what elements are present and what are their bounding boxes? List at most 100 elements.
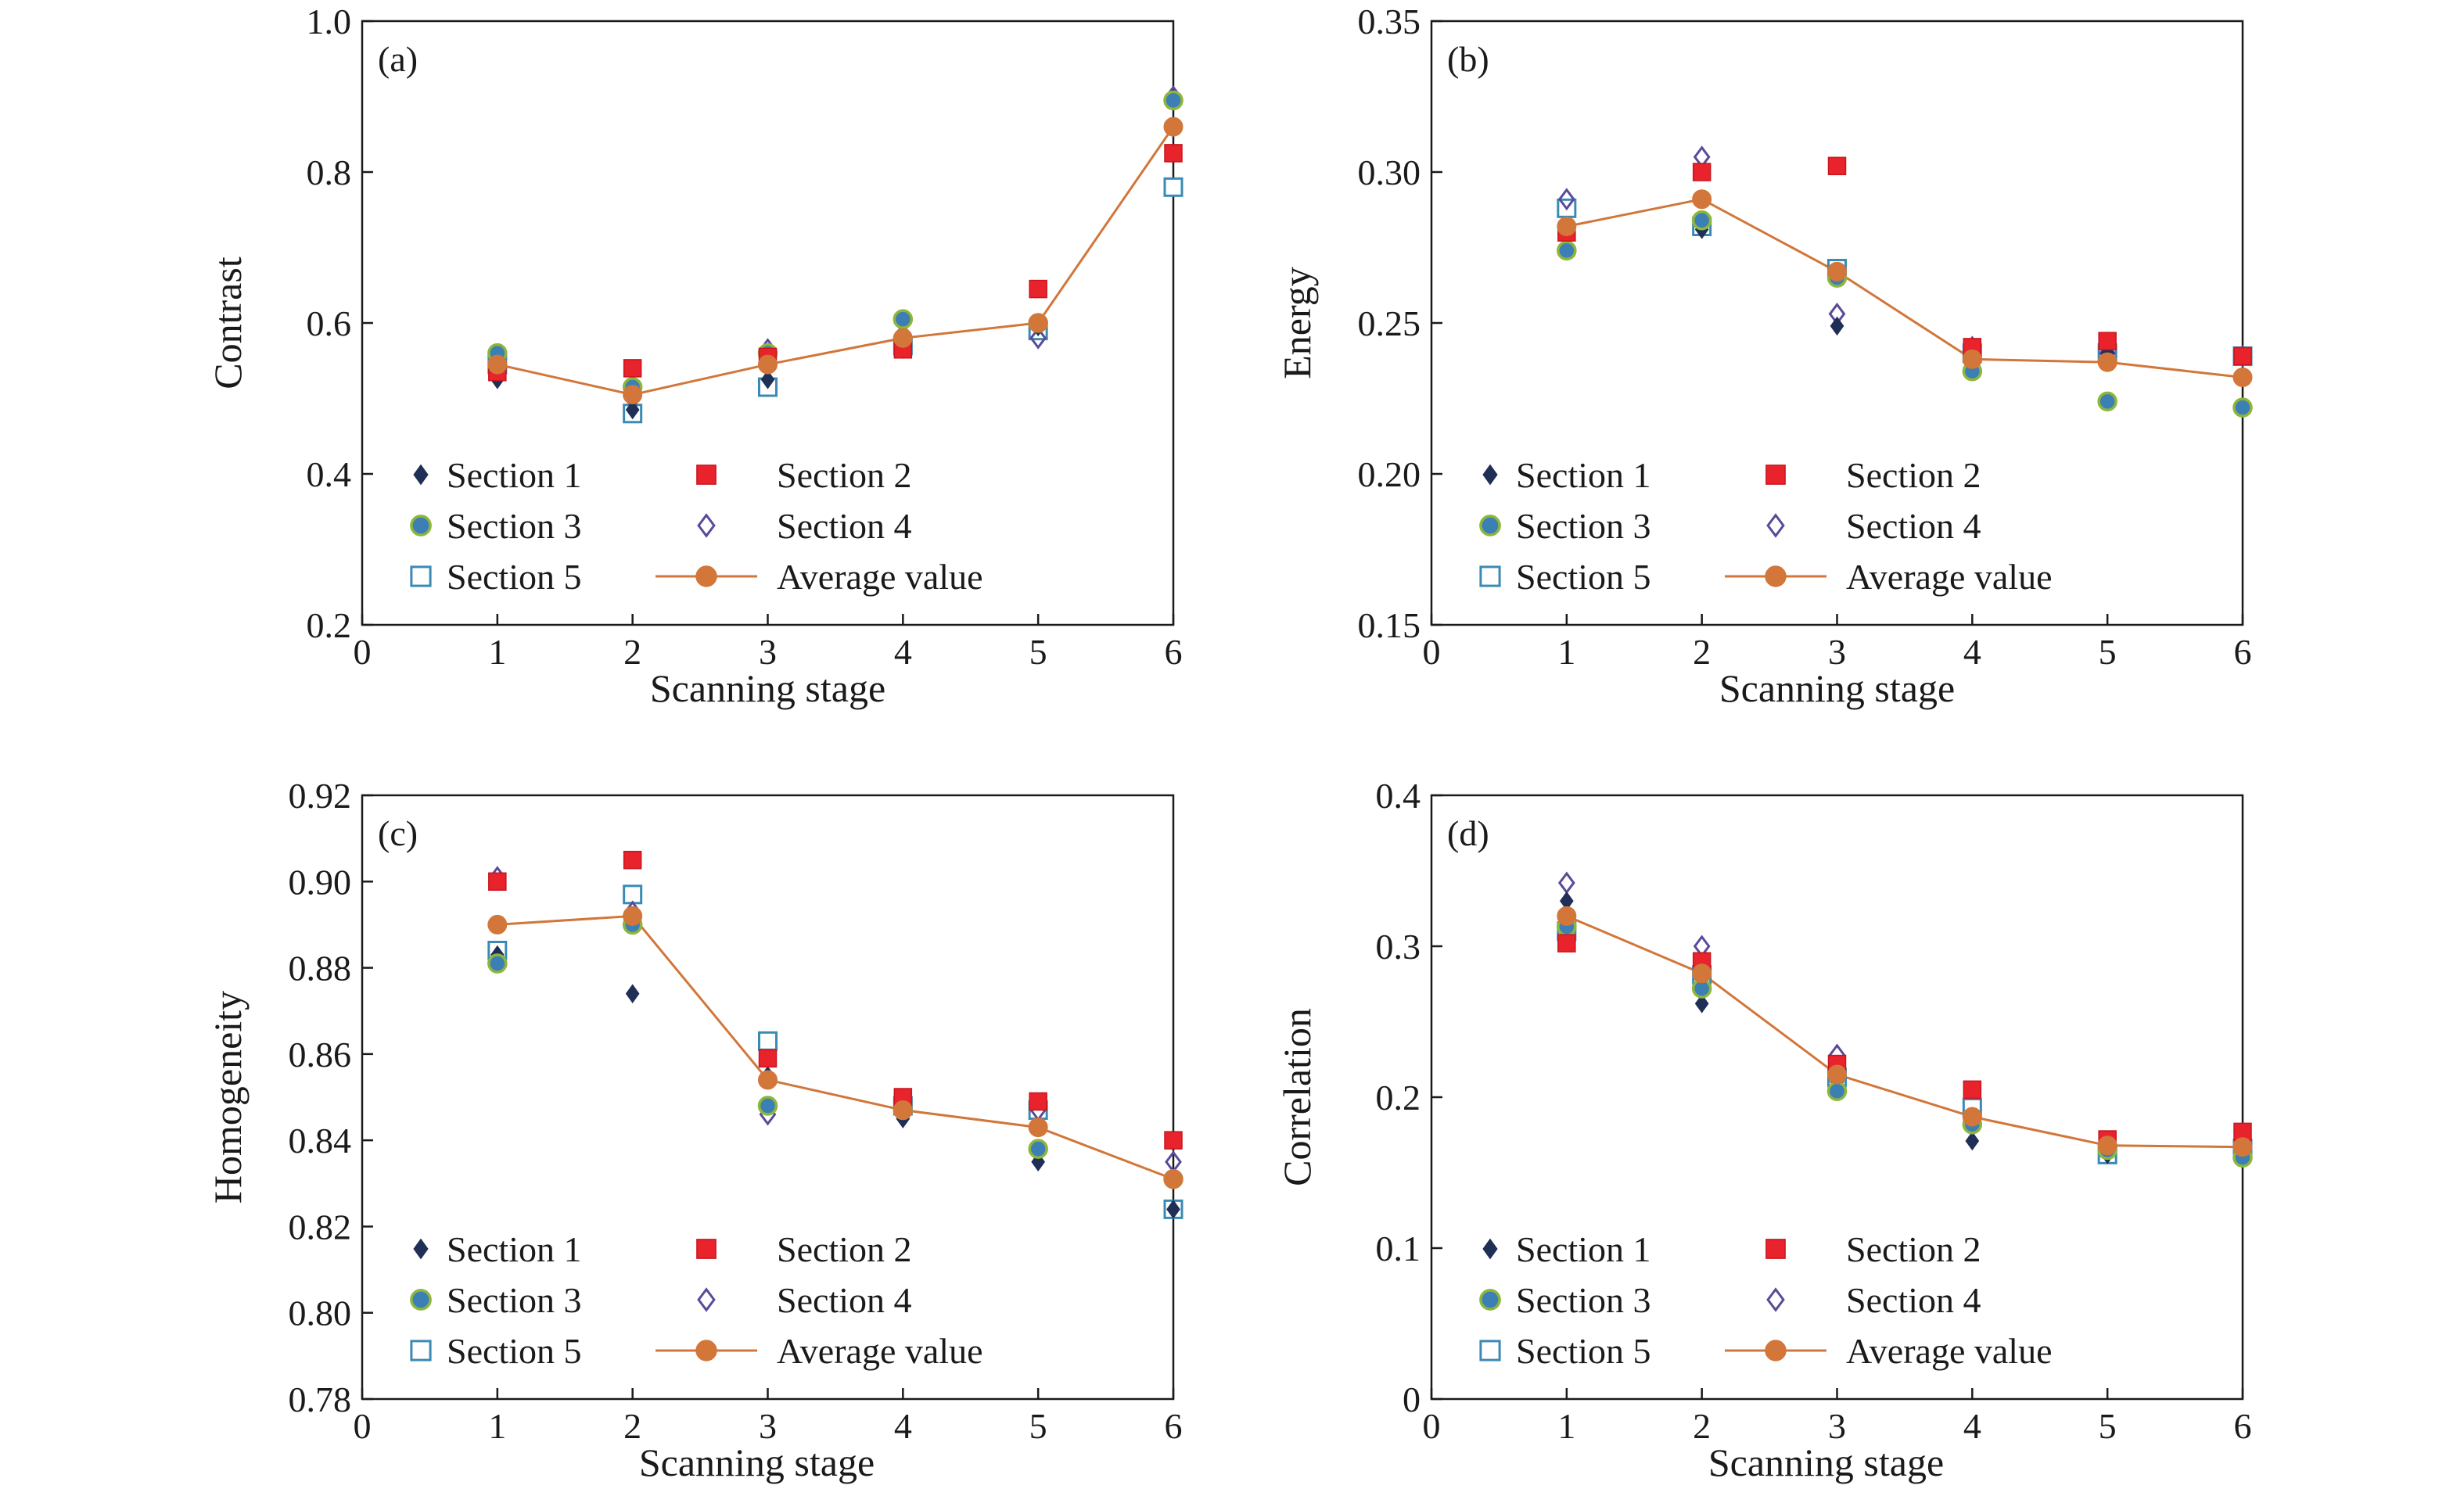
average-point	[758, 354, 778, 375]
section-5-point	[758, 1031, 778, 1051]
panel-label: (c)	[378, 813, 418, 853]
y-tick-label: 0.2	[307, 605, 352, 645]
panel-label: (d)	[1447, 813, 1489, 853]
legend-label: Section 2	[1846, 455, 1981, 495]
section-3-point	[1557, 240, 1577, 261]
legend-section-2-icon	[696, 1239, 717, 1259]
x-axis-title: Scanning stage	[639, 1440, 875, 1484]
average-point	[1827, 261, 1847, 282]
section-2-point	[623, 850, 642, 870]
section-5-point	[1163, 177, 1184, 197]
average-line	[1566, 198, 2243, 378]
legend-section-1-icon	[1482, 1238, 1498, 1260]
x-tick-label: 0	[1423, 632, 1441, 672]
legend-label: Section 4	[777, 506, 911, 546]
x-tick-label: 3	[1828, 1406, 1846, 1446]
average-point	[623, 906, 643, 926]
legend-section-2-icon	[1765, 465, 1786, 485]
y-axis-title: Energy	[1275, 267, 1319, 378]
x-tick-label: 0	[354, 632, 372, 672]
legend-label: Average value	[777, 1331, 983, 1371]
legend-label: Average value	[1846, 557, 2053, 597]
section-1-point	[1694, 994, 1709, 1013]
x-tick-label: 2	[623, 1406, 641, 1446]
x-tick-label: 6	[2234, 1406, 2252, 1446]
panel-label: (a)	[378, 39, 418, 79]
legend-section-5-icon	[1479, 1340, 1501, 1361]
legend-label: Section 3	[1516, 1280, 1650, 1320]
x-tick-label: 1	[1557, 632, 1575, 672]
legend-section-4-icon	[1766, 1287, 1785, 1312]
section-4-point	[1557, 188, 1575, 211]
y-tick-label: 0.25	[1358, 303, 1421, 343]
x-tick-label: 4	[1963, 1406, 1981, 1446]
y-axis-title: Contrast	[206, 257, 250, 389]
section-1-point	[625, 984, 640, 1003]
legend: Section 1 Section 2 Section 3 Section 4 Sect…	[1479, 1229, 2053, 1371]
y-tick-label: 0.20	[1358, 454, 1421, 494]
section-4-point	[1557, 871, 1575, 895]
section-2-point	[1029, 279, 1047, 299]
legend-label: Average value	[777, 557, 983, 597]
x-tick-label: 2	[623, 632, 641, 672]
chart-contrast: 0 1 2 3 4 5 6 0.2 0.4 0.6 0.8 1.0 Scanning stage Cont…	[206, 2, 1184, 710]
average-point	[758, 1070, 778, 1090]
section-1-point	[1965, 1131, 1980, 1151]
y-axis-title: Homogeneity	[206, 991, 250, 1204]
y-tick-label: 0.35	[1358, 2, 1421, 41]
legend-label: Section 3	[447, 1280, 581, 1320]
section-2-point	[1963, 1080, 1982, 1100]
y-tick-label: 0.86	[289, 1035, 352, 1074]
x-tick-label: 3	[759, 632, 777, 672]
legend-label: Section 5	[1516, 557, 1650, 597]
legend-section-5-icon	[1479, 565, 1501, 587]
section-2-point	[2233, 346, 2252, 366]
legend: Section 1 Section 2 Section 3 Section 4 Sect…	[1479, 455, 2053, 597]
x-tick-label: 5	[2099, 1406, 2117, 1446]
section-1-point	[1830, 316, 1844, 336]
section-2-point	[1029, 1092, 1047, 1111]
section-2-point	[1557, 934, 1576, 952]
x-tick-label: 4	[894, 1406, 912, 1446]
x-tick-label: 5	[2099, 632, 2117, 672]
y-tick-label: 0.82	[289, 1207, 352, 1247]
section-1-point	[1166, 1200, 1180, 1219]
average-point	[1827, 1064, 1847, 1085]
section-2-point	[1164, 144, 1183, 163]
x-axis-title: Scanning stage	[1708, 1440, 1944, 1484]
panel-label: (b)	[1447, 39, 1489, 79]
legend-label: Section 2	[777, 455, 911, 495]
x-tick-label: 4	[894, 632, 912, 672]
x-tick-label: 3	[759, 1406, 777, 1446]
section-4-point	[1029, 326, 1047, 350]
y-tick-label: 0.2	[1376, 1078, 1421, 1118]
legend-label: Section 3	[1516, 506, 1650, 546]
average-line	[1566, 915, 2243, 1149]
average-point	[1692, 963, 1712, 984]
legend-average-icon	[1765, 1340, 1787, 1361]
y-tick-label: 0.6	[307, 303, 352, 343]
legend-section-4-icon	[1766, 513, 1785, 538]
y-tick-label: 0.78	[289, 1379, 352, 1419]
legend-section-2-icon	[1765, 1239, 1786, 1259]
y-tick-label: 0.92	[289, 776, 352, 816]
legend-average-icon	[695, 565, 717, 587]
x-tick-label: 0	[354, 1406, 372, 1446]
legend-label: Section 5	[447, 1331, 581, 1371]
legend-section-1-icon	[1482, 464, 1498, 486]
section-3-point	[2097, 391, 2117, 412]
legend-label: Section 1	[447, 1229, 581, 1269]
y-tick-label: 0.4	[307, 454, 352, 494]
y-tick-label: 1.0	[307, 2, 352, 41]
legend-average-icon	[1765, 565, 1787, 587]
section-1-point	[760, 370, 775, 389]
legend-section-5-icon	[410, 565, 432, 587]
legend-section-3-icon	[1479, 515, 1501, 536]
legend-label: Section 1	[1516, 1229, 1650, 1269]
average-point	[893, 328, 913, 348]
x-tick-label: 1	[1557, 1406, 1575, 1446]
section-3-point	[1691, 210, 1712, 231]
section-2-point	[1692, 163, 1712, 181]
y-tick-label: 0.80	[289, 1293, 352, 1333]
x-tick-label: 0	[1423, 1406, 1441, 1446]
